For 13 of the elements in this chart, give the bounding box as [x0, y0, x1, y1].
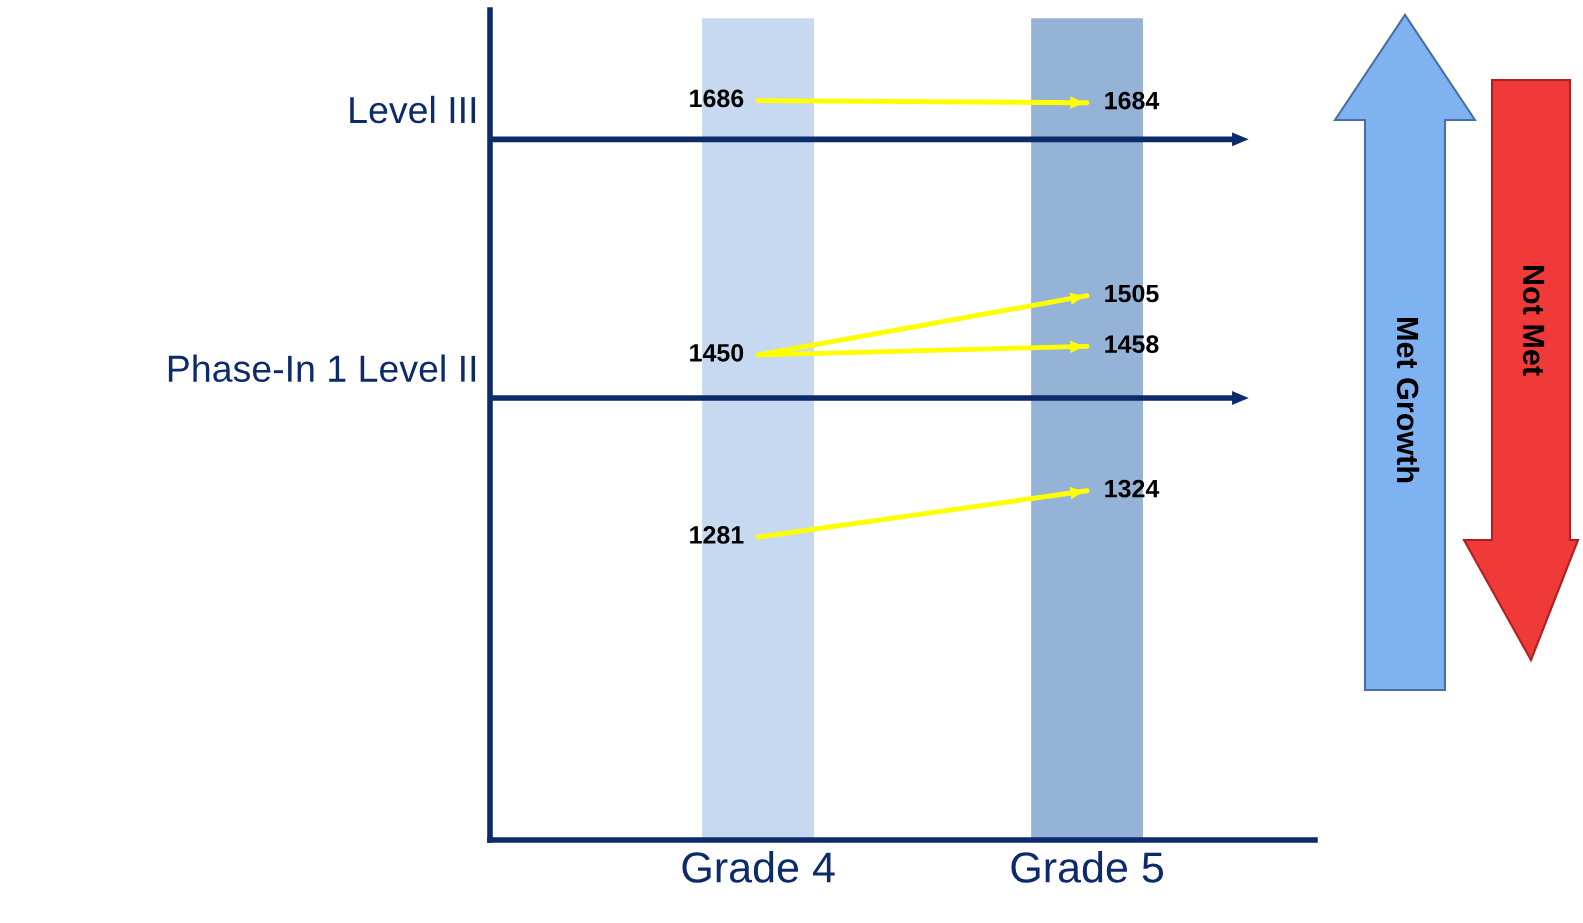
text: Not Met: [1522, 266, 1545, 376]
ref-line-label: Level III: [350, 95, 476, 124]
data-label: 1458: [1105, 335, 1159, 354]
text: Met Growth: [1396, 318, 1420, 483]
x-tick-label: Grade 4: [682, 851, 835, 883]
data-label: 1686: [690, 89, 744, 108]
data-label: 1450: [690, 343, 744, 362]
data-label: 1684: [1105, 91, 1160, 110]
data-label: 1505: [1105, 284, 1159, 303]
ref-line-label: Phase-In 1 Level II: [168, 354, 476, 383]
data-label: 1324: [1105, 479, 1160, 498]
data-label: 1281: [690, 526, 744, 544]
x-tick-label: Grade 5: [1011, 851, 1164, 883]
